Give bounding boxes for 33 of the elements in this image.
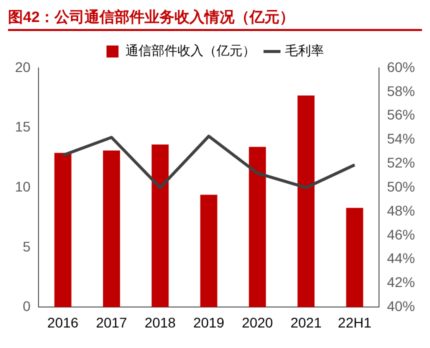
y2-tick-label: 44% (386, 250, 416, 266)
y2-tick-label: 56% (386, 106, 416, 123)
bar (200, 194, 218, 308)
x-tick-label: 2021 (290, 314, 322, 330)
x-tick-label: 2017 (96, 314, 128, 330)
bar (54, 152, 72, 308)
y2-tick-label: 54% (386, 130, 416, 147)
y2-tick-label: 40% (386, 298, 416, 314)
x-tick-label: 2019 (193, 314, 225, 330)
y-tick-label: 5 (22, 238, 31, 254)
y-tick-label: 0 (22, 298, 31, 314)
bar (248, 146, 266, 308)
bar (152, 144, 169, 308)
bar (346, 208, 364, 308)
y2-tick-label: 60% (386, 58, 416, 75)
y2-tick-label: 42% (386, 274, 416, 290)
x-tick-label: 2018 (144, 314, 176, 330)
y2-tick-label: 52% (386, 154, 416, 171)
legend-label: 通信部件收入（亿元） (126, 43, 256, 58)
x-tick-label: 2016 (47, 314, 79, 330)
bar (103, 150, 120, 308)
y2-tick-label: 50% (386, 178, 416, 194)
x-tick-label: 22H1 (338, 314, 372, 330)
y2-tick-label: 48% (386, 202, 416, 218)
chart-title: 图42：公司通信部件业务收入情况（亿元） (8, 8, 422, 31)
y2-tick-label: 46% (386, 226, 416, 242)
y-tick-label: 15 (14, 118, 31, 135)
y-tick-label: 10 (14, 178, 31, 194)
x-tick-label: 2020 (242, 314, 274, 330)
legend-label: 毛利率 (285, 43, 324, 58)
y-tick-label: 20 (14, 58, 31, 75)
y2-tick-label: 58% (386, 82, 416, 99)
bar (298, 96, 315, 308)
